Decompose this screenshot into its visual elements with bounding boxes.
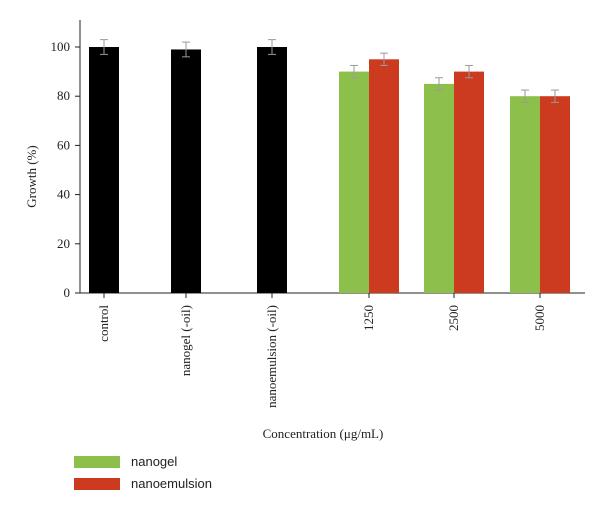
bars xyxy=(89,47,570,294)
y-tick-label: 100 xyxy=(51,39,71,54)
x-tick-label: 1250 xyxy=(361,305,376,331)
bar-nanogel-oil- xyxy=(171,49,201,294)
bar-nanoemulsion-1250 xyxy=(369,59,399,293)
x-tick-label: nanogel (-oil) xyxy=(178,305,193,376)
y-tick-label: 60 xyxy=(57,137,70,152)
y-tick-label: 80 xyxy=(57,88,70,103)
legend: nanogel nanoemulsion xyxy=(74,454,212,491)
legend-swatch-nanogel xyxy=(74,456,120,468)
bar-nanogel-5000 xyxy=(510,96,540,293)
x-axis: control nanogel (-oil) nanoemulsion (-oil)… xyxy=(80,292,585,408)
legend-swatch-nanoemulsion xyxy=(74,478,120,490)
x-tick-label: control xyxy=(96,305,111,342)
bar-nanoemulsion-oil- xyxy=(257,47,287,293)
x-axis-title: Concentration (μg/mL) xyxy=(263,426,384,441)
x-tick-label: 2500 xyxy=(446,305,461,331)
bar-nanoemulsion-2500 xyxy=(454,71,484,293)
bar-nanogel-1250 xyxy=(339,71,369,293)
y-tick-label: 20 xyxy=(57,236,70,251)
bar-nanogel-2500 xyxy=(424,83,454,294)
y-axis: 0 20 40 60 80 100 xyxy=(51,20,81,300)
x-tick-label: nanoemulsion (-oil) xyxy=(264,305,279,408)
error-bars xyxy=(100,39,559,103)
bar-nanoemulsion-5000 xyxy=(540,96,570,293)
bar-control xyxy=(89,47,119,293)
legend-label-nanoemulsion: nanoemulsion xyxy=(131,476,212,491)
legend-label-nanogel: nanogel xyxy=(131,454,177,469)
y-axis-title: Growth (%) xyxy=(24,145,39,207)
x-tick-label: 5000 xyxy=(532,305,547,331)
y-tick-label: 0 xyxy=(64,285,71,300)
y-tick-label: 40 xyxy=(57,187,70,202)
